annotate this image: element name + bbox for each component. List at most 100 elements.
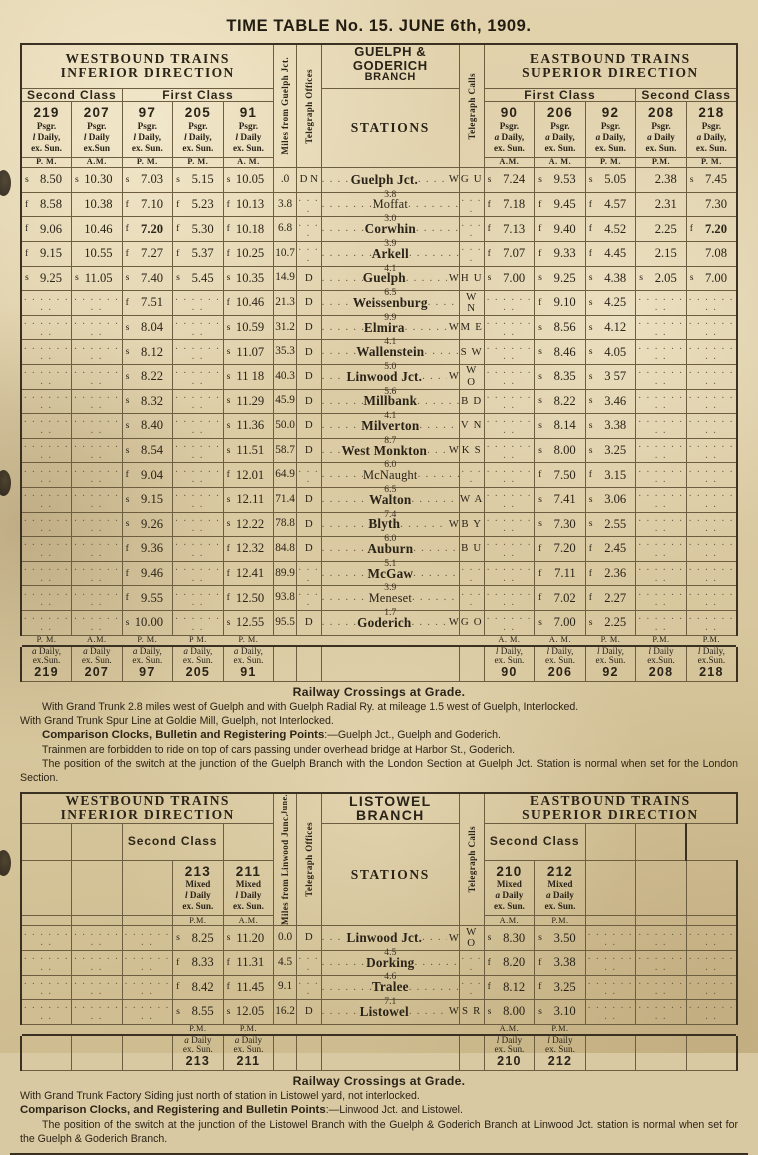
train-schedule-note: l Daily, ex. Sun. (494, 645, 525, 666)
train-schedule-note: a Daily, ex. Sun. (132, 645, 163, 666)
time-cell: f 9.45 (534, 191, 586, 218)
no-stop-dots: . . . . . . . . (23, 389, 70, 412)
station-name[interactable]: Millbank (363, 393, 418, 409)
train-column-header-211[interactable]: 211 Mixed l Daily ex. Sun. (222, 859, 275, 917)
footer-train-number[interactable]: 219 (34, 664, 59, 679)
station-name[interactable]: Corwhin (364, 221, 416, 237)
station-name[interactable]: Linwood Jct. (346, 368, 423, 384)
t2-eb-second-class-header: Second Class (483, 822, 586, 861)
t2-stations-header: STATIONS (320, 822, 460, 927)
footer-train-number[interactable]: 210 (497, 1054, 522, 1069)
footer-train-number[interactable]: 205 (185, 664, 211, 679)
footer-train-number[interactable]: 92 (602, 664, 619, 679)
footer-train-cell: a Daily, ex. Sun. 97 (121, 644, 174, 682)
station-name[interactable]: Arkell (371, 245, 409, 261)
time-value: 2.31 (654, 197, 677, 212)
station-name[interactable]: Linwood Jct. (346, 930, 423, 946)
time-cell: . . . . . . . . (483, 609, 536, 636)
segment-distance: 7.4 (384, 508, 397, 520)
westbound-title: WESTBOUND TRAINS (65, 51, 230, 67)
t2-westbound-direction-header: WESTBOUND TRAINS INFERIOR DIRECTION (20, 791, 275, 824)
station-name[interactable]: Moffat (372, 197, 408, 212)
train-column-header-218[interactable]: 218 Psgr. a Daily, ex. Sun. (685, 101, 738, 159)
train-column-header-206[interactable]: 206 Psgr. a Daily, ex. Sun. (534, 101, 586, 159)
time-cell: s 8.30 (483, 925, 536, 951)
no-stop-dots: . . . . . . . . (688, 537, 734, 559)
station-name[interactable]: Dorking (366, 954, 415, 970)
train-column-header-205[interactable]: 205 Psgr. l Daily, ex. Sun. (172, 101, 224, 159)
station-name[interactable]: West Monkton (341, 442, 428, 458)
stop-flag: s (538, 272, 542, 284)
time-cell: . . . . . . . . (483, 536, 536, 562)
table-row: f 9.06 10.46 f 7.20 f 5.30 f 10.18 6.8. . . .. . … (20, 216, 738, 249)
footer-train-number[interactable]: 212 (547, 1054, 573, 1069)
station-cell: . . . . . . . . . . . . . . . . . . . . … (320, 216, 460, 249)
station-name[interactable]: Elmira (363, 319, 405, 335)
time-cell: . . . . . . . . (20, 585, 73, 611)
train-meta: Psgr. l Daily ex.Sun (83, 120, 110, 154)
water-marker: W (448, 617, 459, 629)
leader-dots: . . . . . . . . . . . . . . . . . . . . … (408, 981, 459, 993)
train-column-header-208[interactable]: 208 Psgr. a Daily ex. Sun. (635, 101, 687, 159)
train-column-header-210[interactable]: 210 Mixed a Daily ex. Sun. (483, 859, 536, 917)
no-stop-dots: . . . . . . . . (486, 340, 532, 363)
time-cell: s 3.25 (584, 437, 637, 464)
footer-train-number[interactable]: 91 (240, 664, 257, 679)
no-stop-dots: . . . . . . . . (23, 1000, 70, 1022)
footer-train-number[interactable]: 213 (185, 1054, 211, 1069)
station-name[interactable]: Guelph Jct. (350, 172, 418, 188)
ampm-label: A.M. (71, 157, 123, 169)
stop-flag: f (25, 223, 29, 235)
train-column-header-212[interactable]: 212 Mixed a Daily ex. Sun. (534, 859, 586, 917)
time-cell: s 2.25 (584, 609, 637, 636)
station-name[interactable]: Wallenstein (356, 344, 425, 360)
time-cell: f 12.50 (222, 585, 275, 611)
station-name[interactable]: Blyth (368, 516, 401, 532)
station-name[interactable]: Goderich (357, 614, 412, 630)
no-stop-dots: . . . . . . . . (74, 365, 120, 387)
time-cell: . . . . . . . . (20, 536, 73, 562)
footer-train-number[interactable]: 207 (84, 664, 110, 679)
no-stop-dots: . . . . . . . . (23, 537, 70, 559)
station-name[interactable]: McGaw (367, 565, 414, 581)
no-call-dots: . . . . (461, 975, 483, 998)
t2-blank-col (71, 859, 123, 917)
train-column-header-97[interactable]: 97 Psgr. l Daily, ex. Sun. (121, 101, 174, 159)
footer-train-number[interactable]: 218 (699, 664, 724, 679)
station-name[interactable]: Auburn (367, 541, 414, 557)
train-column-header-90[interactable]: 90 Psgr. a Daily, ex. Sun. (483, 101, 536, 159)
footer-train-number[interactable]: 97 (139, 664, 156, 679)
time-cell: . . . . . . . . (685, 339, 738, 365)
station-name[interactable]: Walton (369, 491, 412, 507)
footer-train-cell: l Daily ex.Sun. 208 (635, 644, 687, 682)
footer-train-number[interactable]: 211 (236, 1054, 261, 1069)
station-name[interactable]: Milverton (361, 418, 420, 434)
t2-blank-col (20, 859, 73, 917)
footer-train-number[interactable]: 90 (501, 664, 518, 679)
train-column-header-213[interactable]: 213 Mixed l Daily ex. Sun. (172, 859, 224, 917)
footer-train-number[interactable]: 208 (648, 664, 674, 679)
train-column-header-207[interactable]: 207 Psgr. l Daily ex.Sun (71, 101, 123, 159)
no-stop-dots: . . . . . . . . (23, 586, 70, 609)
station-name[interactable]: Meneset (368, 590, 412, 605)
train-column-header-92[interactable]: 92 Psgr. a Daily, ex. Sun. (584, 101, 637, 159)
stop-flag: s (538, 493, 542, 505)
table-row: . . . . . . . .. . . . . . . . f 9.55. . .… (20, 585, 738, 617)
train-column-header-91[interactable]: 91 Psgr. l Daily ex. Sun. (222, 101, 275, 159)
t2-eb-blank-2 (635, 822, 688, 861)
time-value: 8.42 (191, 979, 214, 994)
time-cell: . . . . . . . . (635, 536, 687, 562)
footer-train-number[interactable]: 206 (547, 664, 573, 679)
time-cell: f 7.20 (685, 216, 738, 243)
station-name[interactable]: Tralee (371, 979, 409, 995)
no-stop-dots: . . . . . . . . (688, 389, 734, 412)
station-name[interactable]: Weissenburg (352, 295, 428, 311)
stop-flag: f (538, 198, 542, 210)
ampm-label: P. M. (685, 157, 738, 169)
station-name[interactable]: McNaught (362, 467, 418, 482)
no-office-dots: . . . . (298, 562, 320, 584)
train-column-header-219[interactable]: 219 Psgr. l Daily, ex. Sun. (20, 101, 73, 159)
t2-blank-ampm (584, 915, 637, 927)
station-name[interactable]: Listowel (359, 1004, 409, 1019)
station-name[interactable]: Guelph (362, 270, 406, 286)
